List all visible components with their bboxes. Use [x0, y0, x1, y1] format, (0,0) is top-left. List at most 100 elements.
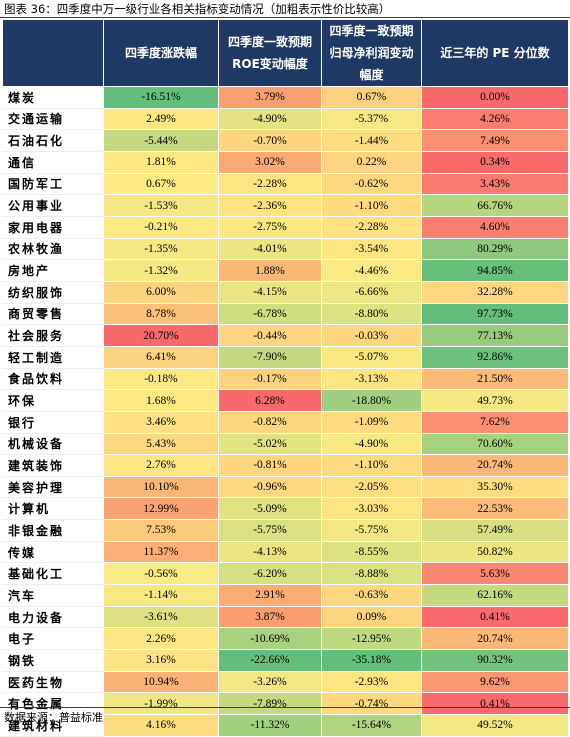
roe-change-cell: -10.69%	[218, 627, 322, 651]
pe-percentile-cell: 9.62%	[421, 670, 569, 694]
profit-change-cell: -5.37%	[321, 107, 422, 131]
profit-change-cell: -12.95%	[321, 627, 422, 651]
industry-name: 社会服务	[2, 324, 104, 347]
header-q4-change-label: 四季度涨跌幅	[124, 46, 197, 60]
roe-change-cell: 3.87%	[218, 605, 322, 629]
roe-change-cell: -4.90%	[218, 107, 322, 131]
header-row: 四季度涨跌幅 四季度一致预期ROE变动幅度 四季度一致预期归母净利润变动幅度 近…	[2, 19, 569, 87]
roe-change-cell: 3.02%	[218, 150, 322, 174]
roe-change-cell: -6.20%	[218, 562, 322, 586]
profit-change-cell: -2.05%	[321, 475, 422, 499]
profit-change-cell: -8.55%	[321, 540, 422, 564]
pe-percentile-cell: 20.74%	[421, 454, 569, 477]
industry-name: 农林牧渔	[2, 237, 104, 261]
header-pe-percentile-label: 近三年的 PE 分位数	[440, 46, 550, 60]
profit-change-cell: -1.09%	[321, 410, 422, 434]
roe-change-cell: -4.15%	[218, 280, 322, 304]
table-row: 轻工制造 6.41% -7.90% -5.07% 92.86%	[2, 345, 569, 369]
pe-percentile-cell: 70.60%	[421, 432, 569, 456]
table-row: 通信 1.81% 3.02% 0.22% 0.34%	[2, 150, 569, 174]
q4-change-cell: 6.41%	[103, 345, 219, 369]
roe-change-cell: -3.26%	[218, 670, 322, 694]
profit-change-cell: 0.22%	[321, 150, 422, 174]
profit-change-cell: -6.66%	[321, 280, 422, 304]
q4-change-cell: 20.70%	[103, 324, 219, 347]
table-row: 房地产 -1.32% 1.88% -4.46% 94.85%	[2, 259, 569, 282]
industry-name: 食品饮料	[2, 367, 104, 391]
pe-percentile-cell: 90.32%	[421, 649, 569, 672]
industry-indicator-table: 四季度涨跌幅 四季度一致预期ROE变动幅度 四季度一致预期归母净利润变动幅度 近…	[2, 19, 569, 737]
industry-name: 电力设备	[2, 605, 104, 629]
q4-change-cell: -5.44%	[103, 129, 219, 152]
q4-change-cell: -0.56%	[103, 562, 219, 586]
profit-change-cell: -0.74%	[321, 692, 422, 716]
pe-percentile-cell: 57.49%	[421, 519, 569, 542]
table-row: 银行 3.46% -0.82% -1.09% 7.62%	[2, 410, 569, 434]
pe-percentile-cell: 4.60%	[421, 215, 569, 239]
pe-percentile-cell: 0.34%	[421, 150, 569, 174]
table-row: 食品饮料 -0.18% -0.17% -3.13% 21.50%	[2, 367, 569, 391]
industry-name: 计算机	[2, 497, 104, 521]
table-row: 纺织服饰 6.00% -4.15% -6.66% 32.28%	[2, 280, 569, 304]
roe-change-cell: -11.32%	[218, 714, 322, 737]
q4-change-cell: 1.81%	[103, 150, 219, 174]
profit-change-cell: 0.67%	[321, 86, 422, 109]
profit-change-cell: -18.80%	[321, 389, 422, 412]
profit-change-cell: -3.54%	[321, 237, 422, 261]
q4-change-cell: 4.16%	[103, 714, 219, 737]
industry-name: 轻工制造	[2, 345, 104, 369]
table-row: 国防军工 0.67% -2.28% -0.62% 3.43%	[2, 172, 569, 196]
table-row: 基础化工 -0.56% -6.20% -8.88% 5.63%	[2, 562, 569, 586]
header-industry	[2, 19, 104, 87]
header-roe-change: 四季度一致预期ROE变动幅度	[218, 19, 322, 87]
pe-percentile-cell: 3.43%	[421, 172, 569, 196]
roe-change-cell: -5.02%	[218, 432, 322, 456]
q4-change-cell: 3.46%	[103, 410, 219, 434]
data-source: 数据来源：普益标准	[4, 711, 103, 724]
q4-change-cell: 7.53%	[103, 519, 219, 542]
pe-percentile-cell: 62.16%	[421, 584, 569, 607]
industry-name: 商贸零售	[2, 302, 104, 326]
pe-percentile-cell: 66.76%	[421, 194, 569, 217]
table-row: 传媒 11.37% -4.13% -8.55% 50.82%	[2, 540, 569, 564]
table-caption: 图表 36：四季度中万一级行业各相关指标变动情况（加粗表示性价比较高）	[4, 2, 391, 16]
roe-change-cell: 2.91%	[218, 584, 322, 607]
table-row: 电力设备 -3.61% 3.87% 0.09% 0.41%	[2, 605, 569, 629]
industry-name: 国防军工	[2, 172, 104, 196]
table-row: 家用电器 -0.21% -2.75% -2.28% 4.60%	[2, 215, 569, 239]
q4-change-cell: -1.14%	[103, 584, 219, 607]
table-row: 煤炭 -16.51% 3.79% 0.67% 0.00%	[2, 86, 569, 109]
profit-change-cell: 0.09%	[321, 605, 422, 629]
pe-percentile-cell: 80.29%	[421, 237, 569, 261]
profit-change-cell: -15.64%	[321, 714, 422, 737]
roe-change-cell: -0.70%	[218, 129, 322, 152]
header-roe-change-label: 四季度一致预期ROE变动幅度	[227, 35, 312, 71]
industry-name: 交通运输	[2, 107, 104, 131]
profit-change-cell: -0.03%	[321, 324, 422, 347]
pe-percentile-cell: 97.73%	[421, 302, 569, 326]
q4-change-cell: -0.18%	[103, 367, 219, 391]
industry-name: 钢铁	[2, 649, 104, 672]
roe-change-cell: 6.28%	[218, 389, 322, 412]
profit-change-cell: -4.46%	[321, 259, 422, 282]
table-row: 农林牧渔 -1.35% -4.01% -3.54% 80.29%	[2, 237, 569, 261]
industry-name: 银行	[2, 410, 104, 434]
profit-change-cell: -3.03%	[321, 497, 422, 521]
industry-name: 有色金属	[2, 692, 104, 716]
industry-name: 电子	[2, 627, 104, 651]
table-row: 电子 2.26% -10.69% -12.95% 20.74%	[2, 627, 569, 651]
roe-change-cell: -0.96%	[218, 475, 322, 499]
roe-change-cell: -4.13%	[218, 540, 322, 564]
q4-change-cell: -1.32%	[103, 259, 219, 282]
industry-name: 公用事业	[2, 194, 104, 217]
q4-change-cell: -0.21%	[103, 215, 219, 239]
table-row: 机械设备 5.43% -5.02% -4.90% 70.60%	[2, 432, 569, 456]
industry-name: 机械设备	[2, 432, 104, 456]
industry-name: 家用电器	[2, 215, 104, 239]
profit-change-cell: -35.18%	[321, 649, 422, 672]
table-row: 建筑装饰 2.76% -0.81% -1.10% 20.74%	[2, 454, 569, 477]
q4-change-cell: 8.78%	[103, 302, 219, 326]
roe-change-cell: -7.89%	[218, 692, 322, 716]
table-row: 公用事业 -1.53% -2.36% -1.10% 66.76%	[2, 194, 569, 217]
profit-change-cell: -1.44%	[321, 129, 422, 152]
